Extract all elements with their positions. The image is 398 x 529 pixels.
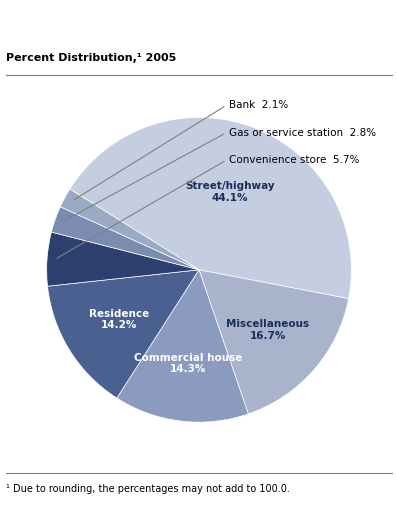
Wedge shape	[70, 117, 351, 299]
Wedge shape	[60, 189, 199, 270]
Wedge shape	[47, 270, 199, 398]
Text: Bank  2.1%: Bank 2.1%	[230, 101, 289, 110]
Text: Gas or service station  2.8%: Gas or service station 2.8%	[230, 127, 377, 138]
Text: ¹ Due to rounding, the percentages may not add to 100.0.: ¹ Due to rounding, the percentages may n…	[6, 485, 290, 494]
Wedge shape	[51, 207, 199, 270]
Text: Commercial house
14.3%: Commercial house 14.3%	[133, 353, 242, 375]
Wedge shape	[199, 270, 349, 414]
Text: Convenience store  5.7%: Convenience store 5.7%	[230, 155, 360, 165]
Wedge shape	[117, 270, 248, 422]
Text: Percent Distribution,¹ 2005: Percent Distribution,¹ 2005	[6, 53, 176, 63]
Text: Robbery Location Figure: Robbery Location Figure	[6, 16, 178, 29]
Text: Residence
14.2%: Residence 14.2%	[89, 309, 149, 330]
Text: Street/highway
44.1%: Street/highway 44.1%	[185, 181, 275, 203]
Text: Miscellaneous
16.7%: Miscellaneous 16.7%	[226, 319, 310, 341]
Wedge shape	[47, 232, 199, 286]
